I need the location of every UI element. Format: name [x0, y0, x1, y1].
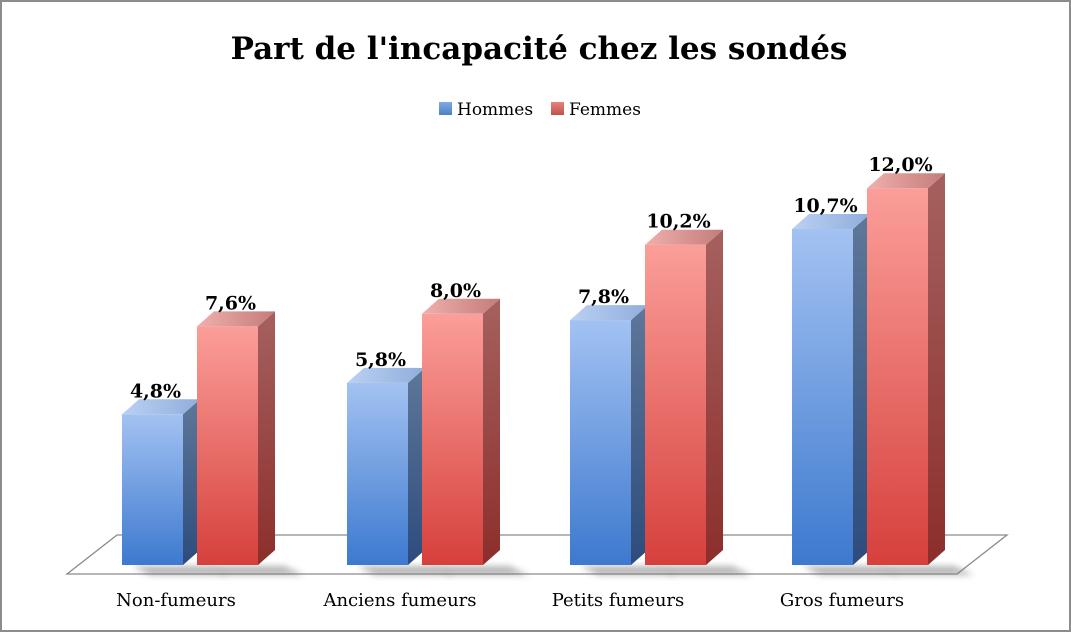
category-label-1: Non-fumeurs	[116, 590, 236, 611]
bar-top-face	[122, 399, 200, 415]
bar-hommes-1	[122, 399, 229, 575]
bar-shadow	[132, 566, 229, 575]
bar-side-face	[853, 214, 870, 565]
bar-femmes-2	[422, 298, 529, 575]
bar-hommes-2	[347, 367, 454, 575]
bar-front-face	[570, 320, 631, 565]
bar-top-face	[347, 367, 425, 383]
bar-side-face	[631, 305, 648, 565]
data-labels-layer: 4,8% 7,6% 5,8% 8,0% 7,8% 10,2% 10,7% 12,0%	[130, 154, 933, 402]
bar-front-face	[347, 382, 408, 565]
bar-shadow	[802, 566, 899, 575]
bar-shadow	[432, 566, 529, 575]
bar-femmes-3	[645, 229, 752, 575]
legend: Hommes Femmes	[439, 100, 641, 120]
bar-top-face	[197, 311, 275, 327]
data-label-femmes-2: 8,0%	[430, 280, 481, 302]
bar-hommes-3	[570, 305, 677, 575]
bar-top-face	[570, 305, 648, 321]
bar-front-face	[867, 188, 928, 565]
chart-title: Part de l'incapacité chez les sondés	[231, 31, 848, 67]
bar-shadow	[655, 566, 752, 575]
legend-label-femmes: Femmes	[569, 100, 641, 120]
bar-side-face	[258, 311, 275, 565]
bar-shadow	[580, 566, 677, 575]
data-label-hommes-2: 5,8%	[355, 349, 406, 371]
bar-front-face	[645, 244, 706, 565]
bar-hommes-4	[792, 214, 899, 575]
data-label-femmes-1: 7,6%	[205, 292, 256, 314]
bar-femmes-1	[197, 311, 304, 575]
bar-shadow	[357, 566, 454, 575]
bar-top-face	[422, 298, 500, 314]
bar-side-face	[928, 173, 945, 565]
category-label-2: Anciens fumeurs	[322, 590, 476, 611]
bar-top-face	[792, 214, 870, 230]
bar-femmes-4	[867, 173, 974, 575]
data-label-hommes-1: 4,8%	[130, 380, 181, 402]
bar-side-face	[483, 298, 500, 565]
bar-shadow	[877, 566, 974, 575]
bar-shadow	[207, 566, 304, 575]
bar-top-face	[645, 229, 723, 245]
bar-front-face	[122, 414, 183, 565]
bar-front-face	[422, 313, 483, 565]
category-axis: Non-fumeurs Anciens fumeurs Petits fumeurs…	[116, 590, 904, 611]
legend-label-hommes: Hommes	[457, 100, 533, 120]
data-label-femmes-3: 10,2%	[646, 211, 710, 233]
bar-side-face	[408, 367, 425, 565]
legend-swatch-femmes	[551, 102, 564, 115]
data-label-hommes-3: 7,8%	[578, 286, 629, 308]
plot-area	[65, 173, 1009, 575]
bar-front-face	[792, 229, 853, 565]
category-label-4: Gros fumeurs	[780, 590, 904, 611]
bar-side-face	[183, 399, 200, 565]
data-label-hommes-4: 10,7%	[793, 195, 857, 217]
legend-swatch-hommes	[439, 102, 452, 115]
bar-side-face	[706, 229, 723, 565]
bar-top-face	[867, 173, 945, 189]
category-label-3: Petits fumeurs	[552, 590, 685, 611]
data-label-femmes-4: 12,0%	[868, 154, 932, 176]
bar-front-face	[197, 326, 258, 565]
